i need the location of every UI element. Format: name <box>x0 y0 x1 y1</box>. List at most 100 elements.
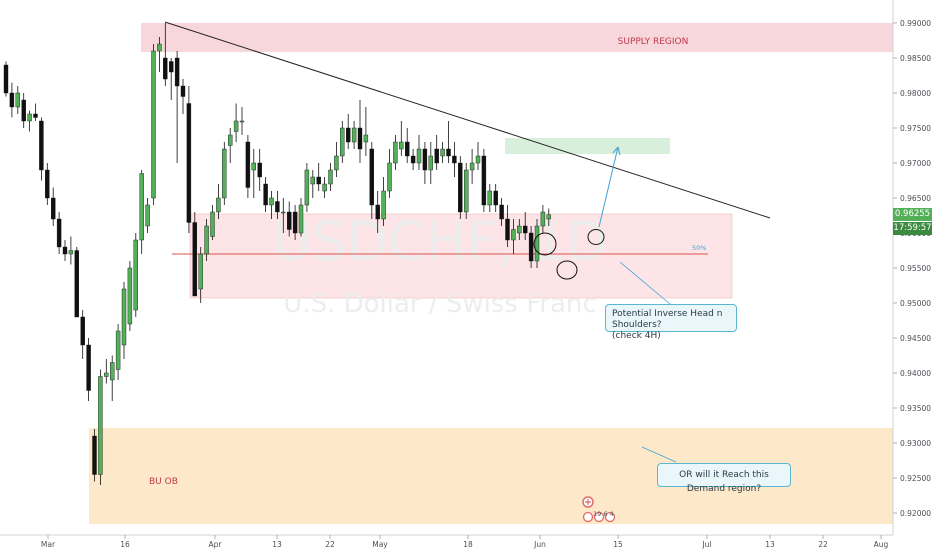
candle-down[interactable] <box>21 99 26 122</box>
candle-down[interactable] <box>186 103 192 223</box>
candle-up[interactable] <box>487 190 492 206</box>
candle-up[interactable] <box>469 162 475 171</box>
candle-up[interactable] <box>387 162 392 192</box>
candle-up[interactable] <box>198 253 203 290</box>
candle-up[interactable] <box>328 169 333 185</box>
candle-up[interactable] <box>68 250 74 255</box>
candle-up[interactable] <box>127 267 133 325</box>
candle-down[interactable] <box>3 64 9 94</box>
demand-region-note[interactable]: OR will it Reach this Demand region? <box>657 463 791 494</box>
candle-down[interactable] <box>287 211 292 230</box>
candle-up[interactable] <box>399 141 404 150</box>
candle-up[interactable] <box>27 113 32 122</box>
candle-up[interactable] <box>109 362 115 381</box>
candle-up[interactable] <box>98 376 103 475</box>
candle-down[interactable] <box>481 155 487 206</box>
candle-down[interactable] <box>56 218 62 248</box>
candle-up[interactable] <box>227 134 233 146</box>
candle-up[interactable] <box>416 148 422 164</box>
candle-down[interactable] <box>375 204 380 220</box>
event-dot-icon-2[interactable] <box>593 511 605 523</box>
candle-up[interactable] <box>304 169 310 206</box>
candle-up[interactable] <box>511 229 516 241</box>
candle-up[interactable] <box>298 204 304 234</box>
candle-up[interactable] <box>464 169 469 213</box>
candle-up[interactable] <box>534 225 540 262</box>
candle-down[interactable] <box>245 141 251 188</box>
candle-up[interactable] <box>204 225 209 255</box>
candle-up[interactable] <box>381 190 386 220</box>
candle-up[interactable] <box>351 127 357 143</box>
candle-up[interactable] <box>546 214 551 220</box>
descending-trendline[interactable] <box>164 21 771 219</box>
candle-up[interactable] <box>322 183 327 192</box>
candle-down[interactable] <box>168 61 174 73</box>
candle-down[interactable] <box>405 141 410 157</box>
inverse-hs-note[interactable]: Potential Inverse Head n Shoulders? (che… <box>605 304 737 341</box>
candle-down[interactable] <box>357 127 363 150</box>
candle-down[interactable] <box>163 57 168 80</box>
candle-up[interactable] <box>145 204 150 227</box>
candle-up[interactable] <box>269 197 274 206</box>
candle-up[interactable] <box>334 155 339 171</box>
candle-down[interactable] <box>33 113 38 118</box>
candle-up[interactable] <box>15 92 21 108</box>
candle-up[interactable] <box>157 43 162 52</box>
candle-up[interactable] <box>251 162 257 171</box>
candle-up[interactable] <box>281 211 286 214</box>
candle-up[interactable] <box>310 176 315 185</box>
candle-up[interactable] <box>239 120 245 123</box>
candle-up[interactable] <box>133 239 139 311</box>
candle-down[interactable] <box>292 211 298 234</box>
candle-down[interactable] <box>452 155 457 164</box>
candle-down[interactable] <box>446 148 451 157</box>
candle-up[interactable] <box>517 225 522 234</box>
candle-down[interactable] <box>9 92 15 108</box>
candle-down[interactable] <box>92 435 97 475</box>
candle-up[interactable] <box>210 211 215 237</box>
candle-down[interactable] <box>39 120 44 171</box>
candle-down[interactable] <box>257 162 262 178</box>
candle-down[interactable] <box>174 57 180 87</box>
candle-down[interactable] <box>86 344 91 391</box>
candle-down[interactable] <box>80 316 85 346</box>
candle-up[interactable] <box>428 155 433 171</box>
candle-up[interactable] <box>151 50 156 199</box>
candle-down[interactable] <box>263 183 268 206</box>
candle-down[interactable] <box>74 250 80 318</box>
candle-down[interactable] <box>45 169 50 199</box>
candle-up[interactable] <box>233 120 239 132</box>
candle-up[interactable] <box>115 330 121 370</box>
candle-down[interactable] <box>499 204 504 220</box>
candle-down[interactable] <box>346 127 351 143</box>
candle-down[interactable] <box>523 225 528 234</box>
candle-up[interactable] <box>540 211 546 227</box>
candle-down[interactable] <box>51 197 56 220</box>
candle-up[interactable] <box>363 134 369 143</box>
candle-up[interactable] <box>440 148 445 157</box>
candle-up[interactable] <box>393 141 398 164</box>
candle-down[interactable] <box>505 218 510 241</box>
candle-up[interactable] <box>104 372 109 377</box>
candle-down[interactable] <box>180 85 186 97</box>
candle-down[interactable] <box>410 155 416 164</box>
candle-up[interactable] <box>475 155 481 164</box>
candle-up[interactable] <box>340 127 345 157</box>
candle-down[interactable] <box>369 148 374 206</box>
candle-down[interactable] <box>275 201 280 213</box>
candle-down[interactable] <box>493 190 498 206</box>
candle-up[interactable] <box>121 288 127 346</box>
candle-down[interactable] <box>434 148 439 164</box>
candle-down[interactable] <box>458 162 463 213</box>
event-dot-icon-1[interactable] <box>582 511 594 523</box>
candle-down[interactable] <box>62 246 68 255</box>
candle-down[interactable] <box>422 148 428 171</box>
candle-up[interactable] <box>222 148 227 199</box>
candle-down[interactable] <box>528 232 534 262</box>
candle-down[interactable] <box>192 222 198 297</box>
candle-up[interactable] <box>216 197 221 213</box>
candle-down[interactable] <box>316 176 321 185</box>
event-dot-icon-3[interactable] <box>604 511 616 523</box>
